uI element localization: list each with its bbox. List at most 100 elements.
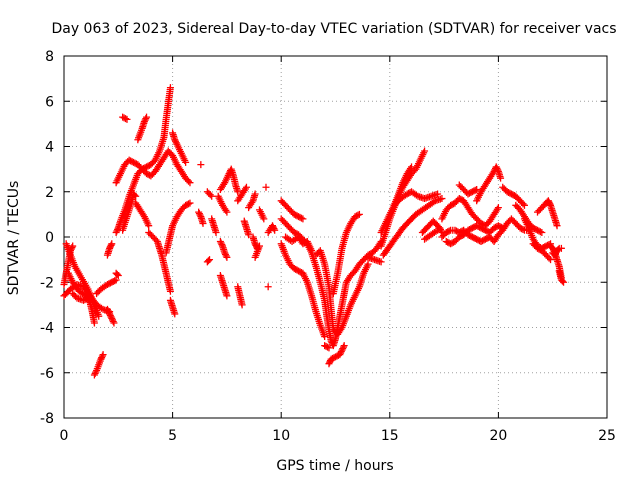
data-point bbox=[223, 292, 231, 300]
data-point bbox=[98, 354, 106, 362]
data-point bbox=[103, 305, 111, 313]
data-point bbox=[553, 222, 561, 230]
data-point bbox=[107, 313, 115, 321]
data-point bbox=[112, 276, 120, 284]
data-point bbox=[326, 358, 334, 366]
data-point bbox=[547, 256, 555, 264]
data-point bbox=[186, 199, 194, 207]
data-point bbox=[171, 310, 179, 318]
data-point bbox=[171, 136, 179, 144]
data-point bbox=[185, 200, 193, 208]
data-point bbox=[112, 228, 120, 236]
data-point bbox=[354, 211, 362, 219]
y-tick-label: -4 bbox=[40, 321, 54, 337]
data-point bbox=[143, 113, 151, 121]
data-point bbox=[494, 166, 502, 174]
data-point bbox=[271, 226, 279, 234]
data-point bbox=[95, 312, 103, 320]
data-point bbox=[186, 179, 194, 187]
data-point bbox=[493, 164, 501, 172]
data-point bbox=[208, 192, 216, 200]
data-points bbox=[60, 84, 568, 379]
data-point bbox=[557, 244, 565, 252]
data-point bbox=[109, 316, 117, 324]
data-point bbox=[206, 256, 214, 264]
data-point bbox=[554, 245, 562, 253]
data-point bbox=[338, 346, 346, 354]
data-point bbox=[111, 277, 119, 285]
data-point bbox=[445, 227, 453, 235]
data-point bbox=[142, 115, 150, 123]
data-point bbox=[339, 343, 347, 351]
data-point bbox=[536, 228, 544, 236]
data-point bbox=[218, 241, 226, 249]
data-point bbox=[269, 222, 277, 230]
y-tick-label: 0 bbox=[45, 230, 54, 246]
data-point bbox=[172, 139, 180, 147]
data-point bbox=[251, 240, 259, 248]
data-point bbox=[98, 352, 106, 360]
data-point bbox=[499, 224, 507, 232]
y-tick-label: -2 bbox=[40, 275, 54, 291]
data-point bbox=[197, 161, 205, 169]
data-point bbox=[552, 250, 560, 258]
data-point bbox=[122, 115, 130, 123]
data-point bbox=[519, 225, 527, 233]
y-tick-label: -8 bbox=[40, 411, 54, 427]
data-point bbox=[471, 186, 479, 194]
data-point bbox=[538, 228, 546, 236]
data-point bbox=[255, 242, 263, 250]
data-point bbox=[438, 195, 446, 203]
data-point bbox=[421, 147, 429, 155]
data-point bbox=[114, 271, 122, 279]
data-point bbox=[185, 177, 193, 185]
data-point bbox=[212, 228, 220, 236]
data-point bbox=[519, 200, 527, 208]
data-point bbox=[106, 244, 114, 252]
x-tick-labels: 0 5 10 15 20 25 bbox=[60, 428, 616, 444]
data-point bbox=[114, 225, 122, 233]
data-point bbox=[245, 231, 253, 239]
data-point bbox=[321, 333, 329, 341]
data-point bbox=[104, 307, 112, 315]
data-point bbox=[123, 115, 131, 123]
data-point bbox=[131, 191, 139, 199]
y-tick-label: -6 bbox=[40, 366, 54, 382]
data-point bbox=[251, 190, 259, 198]
data-point bbox=[262, 183, 270, 191]
data-point bbox=[269, 223, 277, 231]
y-tick-labels: -8 -6 -4 -2 0 2 4 6 8 bbox=[40, 49, 54, 427]
data-point bbox=[107, 241, 115, 249]
data-point bbox=[497, 174, 505, 182]
data-point bbox=[545, 198, 553, 206]
x-tick-label: 10 bbox=[272, 428, 290, 444]
data-point bbox=[546, 200, 554, 208]
data-point bbox=[110, 319, 118, 327]
data-point bbox=[355, 210, 363, 218]
data-point bbox=[377, 258, 385, 266]
data-point bbox=[106, 243, 114, 251]
data-point bbox=[199, 219, 207, 227]
data-point bbox=[84, 294, 92, 302]
data-point bbox=[221, 249, 229, 257]
data-point bbox=[106, 311, 114, 319]
data-point bbox=[204, 257, 212, 265]
data-point bbox=[297, 214, 305, 222]
data-point bbox=[242, 183, 250, 191]
data-point bbox=[90, 371, 98, 379]
data-point bbox=[337, 349, 345, 357]
data-point bbox=[492, 163, 500, 171]
data-point bbox=[141, 116, 149, 124]
data-point bbox=[140, 118, 148, 126]
data-point bbox=[494, 204, 502, 212]
y-tick-label: 6 bbox=[45, 94, 54, 110]
data-point bbox=[308, 247, 316, 255]
data-point bbox=[221, 250, 229, 258]
data-point bbox=[434, 226, 442, 234]
data-point bbox=[497, 223, 505, 231]
data-point bbox=[223, 253, 231, 261]
data-point bbox=[432, 227, 440, 235]
data-point bbox=[238, 301, 246, 309]
